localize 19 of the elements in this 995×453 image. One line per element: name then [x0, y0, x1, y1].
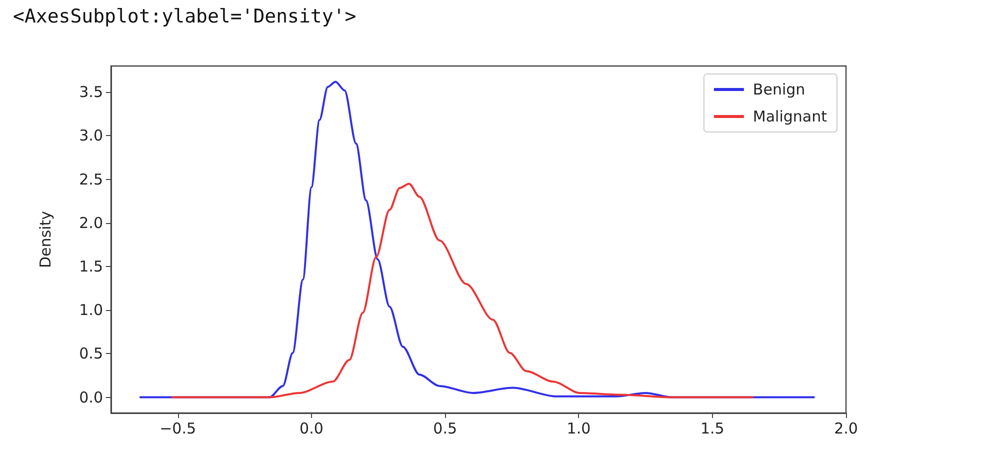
line-series — [171, 182, 754, 398]
y-tick-label: 1.0 — [79, 301, 103, 320]
y-tick-label: 3.5 — [79, 83, 103, 102]
x-tick-label: 0.5 — [433, 420, 458, 438]
x-tick-label: 2.0 — [834, 420, 858, 438]
y-tick-label: 0.0 — [79, 388, 103, 406]
x-tick-label: 0.0 — [300, 420, 324, 438]
x-tick-label: −0.5 — [160, 420, 196, 438]
legend-label: Benign — [752, 80, 806, 98]
x-tick-label: 1.0 — [566, 420, 591, 438]
y-tick-label: 3.0 — [79, 126, 103, 145]
y-tick-label: 1.5 — [79, 258, 103, 276]
y-tick-label: 2.0 — [79, 214, 103, 232]
y-axis-title: Density — [36, 210, 54, 268]
y-tick-label: 0.5 — [79, 344, 103, 363]
y-tick-label: 2.5 — [79, 170, 103, 188]
chart-title: <AxesSubplot:ylabel='Density'> — [13, 6, 356, 28]
legend-label: Malignant — [752, 108, 828, 126]
x-tick-label: 1.5 — [700, 420, 724, 438]
